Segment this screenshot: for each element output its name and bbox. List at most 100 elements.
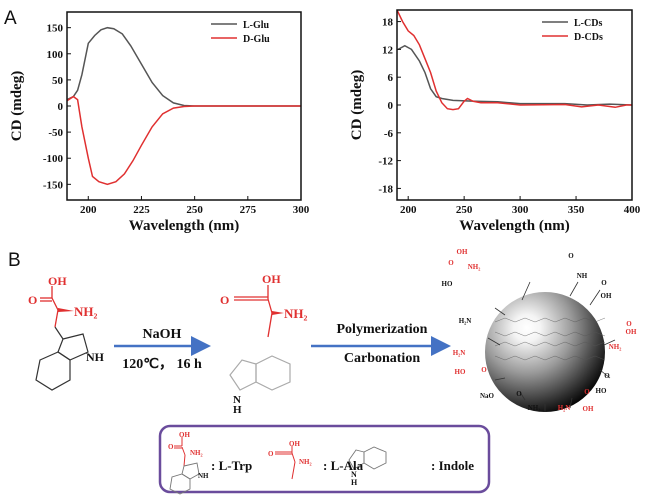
- x-axis-label: Wavelength (nm): [459, 218, 569, 234]
- reaction-conditions: 120℃， 16 h: [122, 357, 202, 372]
- surface-bond: [494, 377, 506, 381]
- reagent-naoh: NaOH: [143, 327, 182, 342]
- legend-entry: D-Glu: [243, 34, 270, 45]
- surface-group: OH: [626, 328, 637, 336]
- surface-group: HO: [442, 280, 453, 288]
- legend-trp-oh: OH: [179, 431, 190, 439]
- surface-bond: [569, 281, 579, 297]
- y-tick-label: 12: [382, 44, 394, 56]
- surface-bond: [521, 281, 531, 301]
- surface-group: NH₂: [609, 343, 622, 351]
- indole-h: H: [233, 404, 242, 416]
- surface-group: HO: [455, 368, 466, 376]
- surface-group: O: [601, 279, 607, 287]
- surface-group: NH₂: [468, 263, 481, 271]
- structure-legend: OH O NH₂ NH : L-Trp OH O NH₂ : L-Ala N H…: [158, 424, 491, 495]
- surface-bond: [487, 337, 501, 346]
- x-axis-label: Wavelength (nm): [129, 218, 239, 234]
- y-tick-label: -100: [43, 153, 64, 165]
- series-line-d-cds: [396, 9, 632, 111]
- panel-label-a: A: [4, 8, 17, 29]
- x-tick-label: 250: [186, 204, 203, 216]
- ala-oh: OH: [262, 272, 281, 286]
- y-tick-label: 150: [47, 23, 64, 35]
- x-tick-label: 200: [400, 204, 417, 216]
- legend-label-l-ala: : L-Ala: [323, 458, 364, 473]
- surface-bond: [599, 369, 611, 379]
- surface-bond: [603, 339, 616, 346]
- x-tick-label: 300: [512, 204, 529, 216]
- y-tick-label: 18: [382, 17, 394, 29]
- chart-glu: L-Glu D-Glu 200 225 250 275 300 -150 -100 -50 0 50 1…: [9, 11, 310, 234]
- legend-label-indole: : Indole: [431, 458, 474, 473]
- legend-entry: L-Glu: [243, 20, 270, 31]
- x-tick-label: 200: [80, 204, 97, 216]
- series-line-l-glu: [66, 26, 301, 107]
- surface-bond: [519, 391, 526, 401]
- surface-group: O: [448, 259, 454, 267]
- legend-indole-n: N: [351, 470, 357, 479]
- surface-bond: [589, 289, 601, 306]
- surface-group: H₂N: [459, 317, 472, 325]
- surface-group: OH: [583, 405, 594, 413]
- y-tick-label: 6: [388, 72, 394, 84]
- surface-bond: [569, 397, 573, 409]
- surface-group: NaO: [480, 392, 495, 400]
- indole-n: N: [233, 394, 241, 406]
- step-carbonation: Carbonation: [344, 351, 420, 366]
- legend-trp-nh2: NH₂: [190, 449, 203, 457]
- y-tick-label: 50: [52, 75, 64, 87]
- legend-trp-nh: NH: [198, 472, 209, 480]
- legend-ala-nh2: NH₂: [299, 458, 312, 466]
- step-polymerization: Polymerization: [337, 322, 428, 337]
- ala-nh2: NH₂: [284, 306, 308, 321]
- trp-nh2: NH₂: [74, 304, 98, 319]
- series-line-d-glu: [66, 95, 301, 186]
- surface-group: HO: [596, 387, 607, 395]
- surface-group: H₂N: [453, 349, 466, 357]
- surface-group: O: [516, 390, 522, 398]
- trp-oh: OH: [48, 274, 67, 288]
- surface-group: O: [481, 366, 487, 374]
- panel-label-b: B: [8, 250, 21, 271]
- l-trp-structure: OH O NH₂ NH: [28, 274, 105, 391]
- x-tick-label: 350: [568, 204, 585, 216]
- legend-entry: D-CDs: [574, 32, 603, 43]
- y-tick-label: -6: [384, 128, 394, 140]
- y-tick-label: 0: [388, 100, 394, 112]
- surface-group: O: [604, 372, 610, 380]
- y-axis-label: CD (mdeg): [349, 70, 365, 140]
- trp-nh: NH: [86, 350, 105, 364]
- surface-group: NH₂: [528, 404, 541, 412]
- y-tick-label: 0: [58, 101, 64, 113]
- surface-group: O: [584, 388, 590, 396]
- legend-label-l-trp: : L-Trp: [211, 458, 252, 473]
- y-tick-label: -18: [378, 183, 393, 195]
- x-tick-label: 400: [624, 204, 641, 216]
- trp-o: O: [28, 293, 37, 307]
- ala-o: O: [220, 293, 229, 307]
- surface-group: OH: [457, 248, 468, 256]
- l-ala-structure: OH O NH₂: [220, 272, 308, 338]
- legend-trp-o: O: [168, 443, 174, 451]
- x-tick-label: 225: [133, 204, 150, 216]
- y-tick-label: -150: [43, 179, 64, 191]
- surface-group: OH: [601, 292, 612, 300]
- legend-ala-o: O: [268, 450, 274, 458]
- y-tick-label: -50: [48, 127, 63, 139]
- surface-group: O: [568, 252, 574, 260]
- y-tick-label: 100: [47, 49, 64, 61]
- legend-ala-oh: OH: [289, 440, 300, 448]
- legend-indole-h: H: [351, 478, 358, 487]
- indole-structure: N H: [229, 355, 291, 416]
- legend-entry: L-CDs: [574, 18, 602, 29]
- legend-box: [158, 424, 491, 494]
- y-tick-label: -12: [378, 156, 393, 168]
- x-tick-label: 250: [456, 204, 473, 216]
- x-tick-label: 300: [293, 204, 310, 216]
- series-line-l-cds: [397, 44, 633, 106]
- surface-group: O: [626, 320, 632, 328]
- y-axis-label: CD (mdeg): [9, 71, 25, 141]
